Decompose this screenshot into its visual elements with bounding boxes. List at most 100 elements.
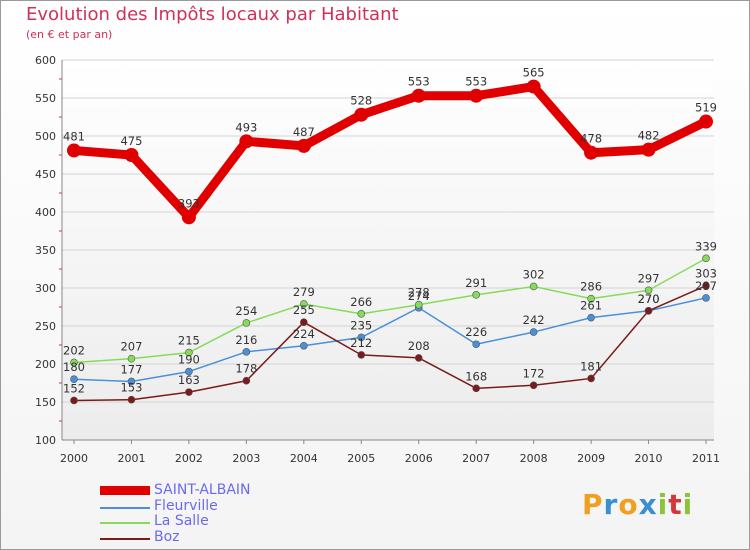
data-point [127,395,136,404]
data-label: 235 [350,318,372,332]
series-line-saint-albain [73,82,708,222]
data-point [641,142,656,157]
x-tick-label: 2011 [692,452,720,465]
data-label: 266 [350,295,372,309]
data-point [414,300,423,309]
data-label: 487 [293,125,315,139]
data-label: 339 [695,239,717,253]
data-label: 242 [523,313,545,327]
axes: 100 150 200 250 300 350 400 450 500 550 600 2000 200… [35,54,720,465]
y-tick-label: 600 [35,54,56,67]
data-point [185,367,193,376]
logo-letter: t [668,488,683,521]
data-label: 172 [523,366,545,380]
y-tick-label: 150 [35,396,56,409]
data-point [411,88,426,103]
y-tick-label: 100 [35,434,56,447]
data-point [242,376,251,385]
data-label: 291 [465,276,487,290]
y-tick-label: 300 [35,282,56,295]
data-label: 153 [120,381,142,395]
series-layer [67,79,713,405]
y-tick-label: 200 [35,358,56,371]
data-point [124,148,139,162]
data-label: 178 [235,362,257,376]
data-point [296,138,311,153]
data-point [242,348,251,356]
data-label: 519 [695,101,717,115]
data-point [644,286,653,295]
data-point [529,282,538,291]
data-point [354,107,369,122]
x-tick-label: 2009 [577,452,605,465]
data-label: 475 [120,134,142,148]
data-label: 207 [120,340,142,354]
data-point [587,313,595,322]
data-label: 215 [178,334,200,348]
logo-letter: o [618,488,639,521]
data-label: 302 [523,267,545,281]
data-label: 286 [580,280,602,294]
data-label: 190 [178,353,200,367]
x-tick-label: 2010 [635,452,663,465]
data-point [584,145,599,160]
data-point [469,88,484,103]
x-tick-label: 2007 [462,452,490,465]
data-point [472,291,480,299]
x-tick-label: 2008 [520,452,548,465]
data-point [699,114,713,129]
data-point [300,341,308,350]
data-label: 202 [63,343,85,357]
legend-swatch [100,522,150,524]
x-tick-label: 2002 [175,452,203,465]
chart-subtitle: (en € et par an) [26,28,113,41]
data-label: 565 [523,66,545,80]
series-line-fleurville [73,297,707,383]
data-label: 255 [293,303,315,317]
data-point [644,306,653,315]
y-tick-label: 350 [35,244,56,257]
data-label: 493 [235,120,257,134]
x-tick-label: 2006 [405,452,433,465]
data-point [181,210,196,225]
data-point [300,300,308,308]
data-point [529,381,538,390]
data-label: 224 [293,327,315,341]
y-tick-label: 450 [35,168,56,181]
data-point [357,351,366,359]
x-tick-label: 2000 [60,452,88,465]
data-label: 528 [350,94,372,108]
data-point [127,377,136,386]
grid [62,59,714,440]
logo-letter: x [638,488,658,521]
data-point [70,375,78,384]
proxiti-logo: Proxiti [582,488,693,521]
data-point [70,358,78,367]
data-point [357,310,366,318]
data-label: 279 [293,285,315,299]
chart-title: Evolution des Impôts locaux par Habitant [26,4,399,25]
logo-letter: P [582,488,604,521]
data-label: 261 [580,299,602,313]
data-point [67,143,81,158]
data-point [529,328,538,336]
y-tick-label: 550 [35,92,56,105]
data-label: 478 [580,132,602,146]
logo-letter: r [603,488,619,521]
data-point [242,319,251,327]
y-tick-label: 400 [35,206,56,219]
data-label: 168 [465,369,487,383]
data-label: 303 [695,267,717,281]
data-point [526,79,541,94]
data-label: 208 [408,339,430,353]
legend-swatch [100,506,150,509]
data-label: 226 [465,325,487,339]
data-label: 152 [63,381,85,395]
data-label: 180 [63,360,85,374]
data-label: 481 [63,129,85,143]
data-label: 177 [120,362,142,376]
data-point [185,388,193,396]
data-label: 270 [638,292,660,306]
legend-swatch [100,537,150,540]
